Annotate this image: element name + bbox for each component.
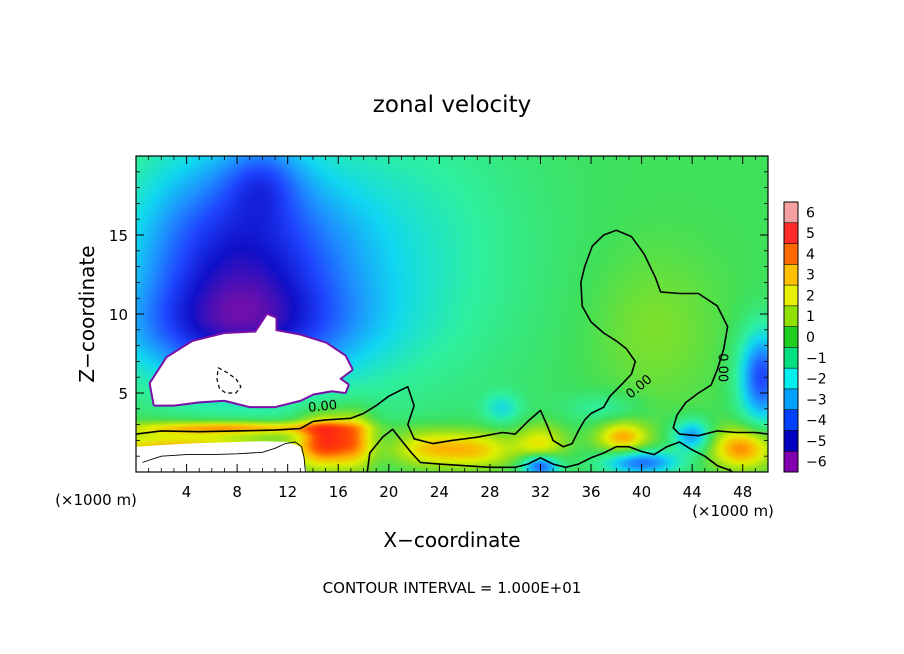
colorbar-label-1: 5	[806, 226, 815, 242]
colorbar-label-9: −3	[806, 392, 827, 408]
y-tick-label-10: 10	[109, 306, 128, 324]
colorbar-swatch-2	[784, 243, 798, 265]
colorbar-label-8: −2	[806, 372, 827, 388]
colorbar-label-10: −4	[806, 413, 827, 429]
colorbar-label-0: 6	[806, 205, 815, 221]
contour-label-1: 0.00	[308, 398, 338, 416]
y-tick-label-15: 15	[109, 227, 128, 245]
x-tick-label-32: 32	[531, 483, 550, 501]
x-tick-label-28: 28	[480, 483, 499, 501]
colorbar-swatch-11	[784, 430, 798, 452]
terrain-region	[136, 441, 307, 472]
x-tick-label-48: 48	[733, 483, 752, 501]
x-tick-label-24: 24	[430, 483, 449, 501]
colorbar-swatch-10	[784, 409, 798, 431]
colorbar-swatch-6	[784, 326, 798, 348]
colorbar-swatch-12	[784, 451, 798, 473]
colorbar: 6 5 4 3 2 1 0 −1 −2 −3 −4 −5 −6	[783, 201, 827, 473]
contour-line-1	[136, 229, 768, 448]
x-unit-right: (×1000 m)	[692, 502, 774, 520]
x-tick-label-20: 20	[379, 483, 398, 501]
x-axis-label: X−coordinate	[383, 528, 520, 552]
field-image	[136, 156, 768, 472]
contour-interval-note: CONTOUR INTERVAL = 1.000E+01	[323, 579, 582, 597]
colorbar-label-6: 0	[806, 330, 815, 346]
colorbar-swatch-9	[784, 388, 798, 411]
contour-line-3	[142, 441, 306, 472]
colorbar-swatch-7	[784, 347, 798, 369]
missing-data-region	[150, 314, 352, 407]
contour-label-3: 0.00	[715, 353, 730, 382]
chart-title: zonal velocity	[373, 92, 531, 118]
x-axis-ticks: 4 8 12 16 20 24 28 32 36 40 44 48	[148, 156, 756, 501]
colorbar-frame	[783, 201, 799, 473]
missing-data-mask	[136, 313, 354, 472]
colorbar-label-12: −6	[806, 455, 827, 471]
colorbar-label-4: 2	[806, 288, 815, 304]
colorbar-swatch-8	[784, 368, 798, 390]
x-tick-label-12: 12	[278, 483, 297, 501]
colorbar-label-2: 4	[806, 247, 815, 263]
colorbar-label-3: 3	[806, 268, 815, 284]
x-unit-left: (×1000 m)	[55, 491, 137, 509]
colorbar-swatch-0	[784, 202, 798, 224]
colorbar-label-5: 1	[806, 309, 815, 325]
contour-line-2	[366, 428, 734, 472]
contour-line-4	[216, 367, 242, 394]
x-tick-label-40: 40	[632, 483, 651, 501]
y-axis-label: Z−coordinate	[75, 245, 99, 382]
colorbar-swatch-3	[784, 264, 798, 286]
y-tick-label-5: 5	[118, 385, 128, 403]
x-tick-label-44: 44	[683, 483, 702, 501]
y-axis-ticks: 5 10 15	[109, 171, 768, 457]
colorbar-swatch-5	[784, 305, 798, 328]
x-tick-label-4: 4	[182, 483, 192, 501]
colorbar-swatch-1	[784, 222, 798, 245]
x-tick-label-36: 36	[581, 483, 600, 501]
x-tick-label-8: 8	[232, 483, 242, 501]
colorbar-label-11: −5	[806, 434, 827, 450]
velocity-field	[136, 156, 768, 472]
contour-lines	[136, 229, 768, 472]
colorbar-label-7: −1	[806, 351, 827, 367]
colorbar-swatch-4	[784, 285, 798, 307]
x-tick-label-16: 16	[329, 483, 348, 501]
